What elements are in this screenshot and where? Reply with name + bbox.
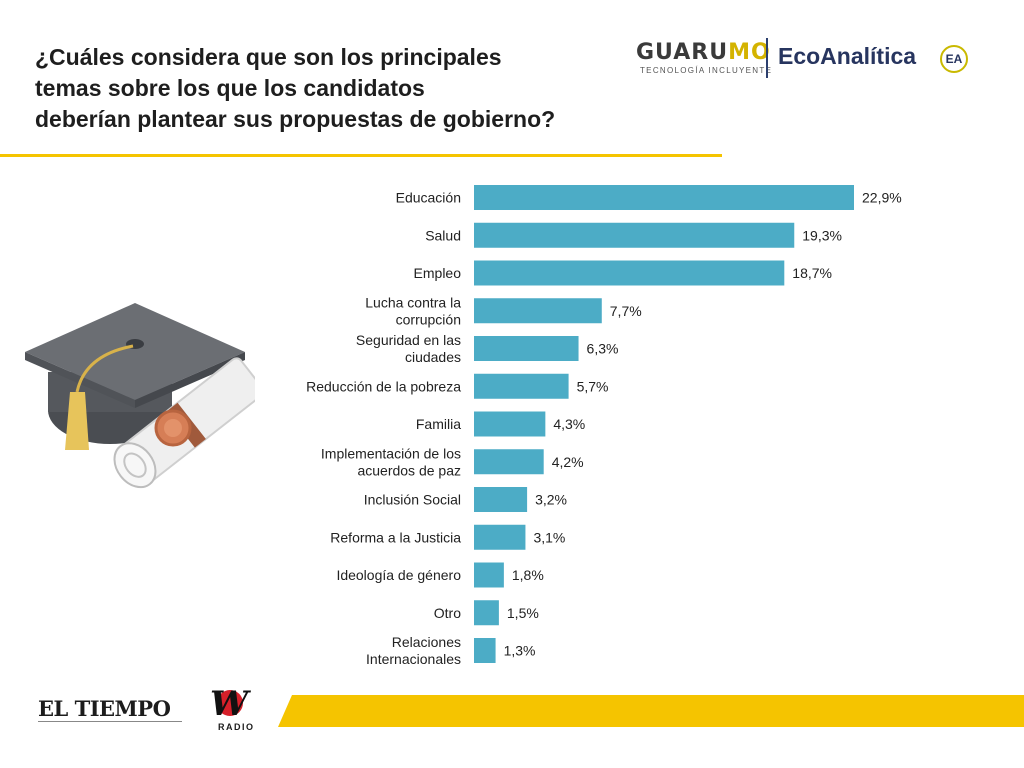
value-label-11: 1,5% [507, 605, 539, 621]
chart-question-title: ¿Cuáles considera que son los principale… [35, 42, 695, 135]
category-label-2-line-0: Empleo [414, 265, 462, 281]
bar-4 [474, 336, 579, 361]
bar-7 [474, 449, 544, 475]
graduation-cap-diploma-icon [25, 303, 255, 489]
bar-12 [474, 638, 496, 663]
category-label-9-line-0: Reforma a la Justicia [330, 529, 461, 545]
guarumo-logo-text-a: GUARU [636, 40, 729, 65]
value-label-0: 22,9% [862, 190, 902, 206]
w-radio-logo: W [210, 684, 251, 723]
bar-10 [474, 562, 504, 588]
bar-6 [474, 411, 546, 437]
category-label-7-line-0: Implementación de los [321, 445, 461, 461]
value-label-8: 3,2% [535, 492, 567, 508]
value-label-9: 3,1% [533, 529, 565, 545]
bar-5 [474, 373, 569, 399]
category-label-4-line-1: ciudades [405, 349, 461, 365]
bar-3 [474, 298, 602, 324]
w-radio-mark: W [210, 684, 251, 723]
category-label-6-line-0: Familia [416, 416, 461, 432]
value-label-3: 7,7% [610, 303, 642, 319]
el-tiempo-underline [38, 721, 182, 722]
value-label-6: 4,3% [553, 416, 585, 432]
bar-8 [474, 487, 528, 512]
bar-2 [474, 260, 785, 286]
guarumo-logo-text-b: MO [728, 40, 771, 65]
guarumo-tagline: TECNOLOGÍA INCLUYENTE [640, 66, 773, 75]
logo-divider [766, 38, 768, 78]
el-tiempo-logo: EL TIEMPO [38, 696, 171, 721]
category-label-7-line-1: acuerdos de paz [357, 462, 461, 478]
w-radio-label: RADIO [218, 722, 255, 732]
bar-chart: Educación Salud Empleo Lucha contra lacorru… [306, 185, 902, 668]
category-label-10-line-0: Ideología de género [336, 567, 461, 583]
bar-0 [474, 185, 854, 210]
ecoanalitica-logo: EcoAnalítica [778, 43, 917, 69]
value-label-2: 18,7% [792, 265, 832, 281]
bar-9 [474, 524, 526, 550]
category-label-1-line-0: Salud [425, 227, 461, 243]
category-label-0-line-0: Educación [396, 190, 461, 206]
ea-logo-icon: EA [940, 45, 968, 73]
value-label-10: 1,8% [512, 567, 544, 583]
category-label-3-line-0: Lucha contra la [365, 294, 461, 310]
category-label-8-line-0: Inclusión Social [364, 492, 461, 508]
category-labels: Educación Salud Empleo Lucha contra lacorru… [306, 190, 461, 668]
bars [474, 185, 854, 663]
value-labels: 22,9% 19,3% 18,7% 7,7% 6,3% 5,7% 4,3% 4,2% 3,2% 3… [504, 190, 902, 659]
title-line-1: ¿Cuáles considera que son los principale… [35, 44, 502, 70]
title-line-3: deberían plantear sus propuestas de gobi… [35, 106, 556, 132]
bar-1 [474, 222, 795, 248]
category-label-3-line-1: corrupción [396, 311, 461, 327]
footer-yellow-band [278, 695, 1024, 727]
sponsor-logos: GUARUMO TECNOLOGÍA INCLUYENTE EcoAnalíti… [630, 38, 975, 82]
value-label-5: 5,7% [577, 378, 609, 394]
bar-11 [474, 600, 499, 626]
category-label-12-line-1: Internacionales [366, 651, 461, 667]
category-label-4-line-0: Seguridad en las [356, 332, 461, 348]
category-label-12-line-0: Relaciones [392, 634, 461, 650]
category-label-5-line-0: Reducción de la pobreza [306, 378, 461, 394]
category-label-11-line-0: Otro [434, 605, 461, 621]
guarumo-logo: GUARUMO [636, 40, 771, 65]
title-line-2: temas sobre los que los candidatos [35, 75, 425, 101]
value-label-12: 1,3% [504, 643, 536, 659]
value-label-1: 19,3% [802, 227, 842, 243]
value-label-4: 6,3% [587, 341, 619, 357]
value-label-7: 4,2% [552, 454, 584, 470]
title-underline [0, 154, 722, 157]
